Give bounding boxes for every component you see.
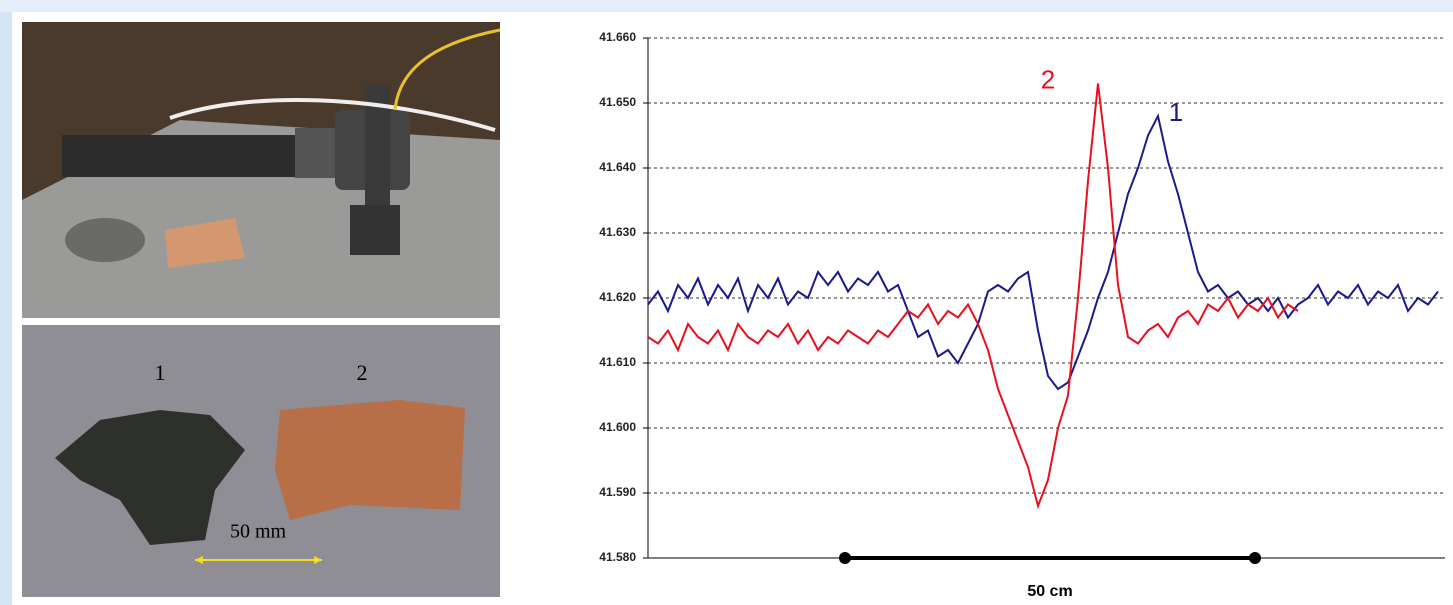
fragment-label: 2 xyxy=(357,360,368,385)
y-tick-label: 41.650 xyxy=(599,95,636,109)
y-tick-label: 41.630 xyxy=(599,225,636,239)
fragments-photo: 1 2 50 mm xyxy=(22,325,500,597)
scale-bar-end xyxy=(1249,552,1261,564)
fragment-label: 1 xyxy=(155,360,166,385)
scale-bar-label: 50 cm xyxy=(1027,583,1072,600)
y-tick-label: 41.590 xyxy=(599,485,636,499)
y-tick-label: 41.600 xyxy=(599,420,636,434)
y-tick-label: 41.580 xyxy=(599,550,636,564)
top-band xyxy=(0,0,1453,12)
scale-bar-end xyxy=(839,552,851,564)
series-label: 1 xyxy=(1169,97,1183,127)
y-tick-label: 41.610 xyxy=(599,355,636,369)
scale-label: 50 mm xyxy=(230,521,287,543)
y-tick-label: 41.640 xyxy=(599,160,636,174)
slide: 1 2 50 mm 41.580 41.590 41.600 41.610 41.620… xyxy=(0,0,1453,605)
y-tick-label: 41.660 xyxy=(599,30,636,44)
series-label: 2 xyxy=(1041,64,1055,94)
instrument-photo xyxy=(22,22,500,318)
y-tick-label: 41.620 xyxy=(599,290,636,304)
